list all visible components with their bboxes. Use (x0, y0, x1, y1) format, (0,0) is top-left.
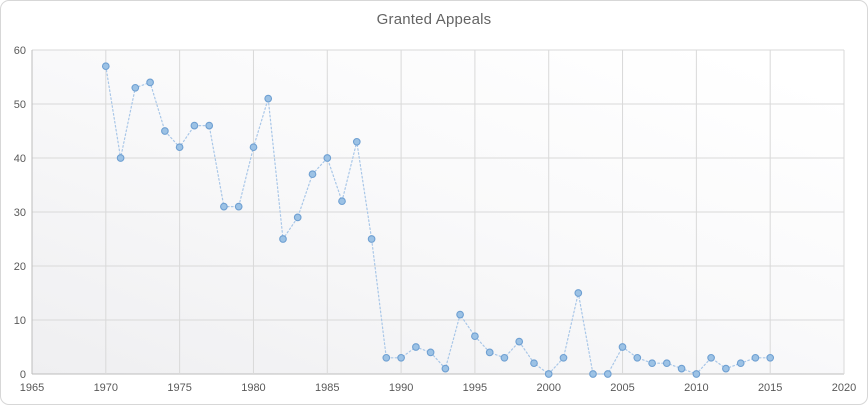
y-tick-label-0: 0 (20, 369, 26, 381)
x-tick-label-2015: 2015 (758, 382, 782, 394)
data-point-1982[interactable]: 1982: 25 (279, 235, 287, 243)
data-point-2004[interactable]: 2004: 0 (603, 370, 612, 378)
x-tick-label-2020: 2020 (832, 382, 856, 394)
data-point-1991[interactable]: 1991: 5 (412, 343, 420, 351)
data-point-1979[interactable]: 1979: 31 (234, 202, 243, 211)
y-tick-label-40: 40 (14, 153, 26, 165)
data-point-1973[interactable]: 1973: 54 (146, 78, 154, 87)
data-point-1996[interactable]: 1996: 4 (485, 348, 494, 357)
data-point-1998[interactable]: 1998: 6 (515, 337, 524, 346)
data-point-1977[interactable]: 1977: 46 (205, 121, 214, 130)
data-point-1983[interactable]: 1983: 29 (293, 213, 302, 222)
data-point-2011[interactable]: 2011: 3 (707, 353, 715, 362)
data-point-1994[interactable]: 1994: 11 (456, 310, 464, 319)
data-point-1971[interactable]: 1971: 40 (116, 154, 125, 162)
data-point-1975[interactable]: 1975: 42 (175, 143, 184, 152)
chart-title: Granted Appeals (376, 11, 492, 28)
data-point-2003[interactable]: 2003: 0 (589, 370, 597, 378)
x-tick-label-1970: 1970 (94, 382, 118, 394)
data-point-1978[interactable]: 1978: 31 (220, 202, 228, 211)
x-tick-label-1985: 1985 (315, 382, 339, 394)
data-point-1992[interactable]: 1992: 4 (426, 348, 435, 357)
data-point-1976[interactable]: 1976: 46 (190, 121, 199, 130)
data-point-2015[interactable]: 2015: 3 (766, 353, 775, 362)
data-point-1993[interactable]: 1993: 1 (441, 364, 450, 373)
data-point-2002[interactable]: 2002: 15 (574, 289, 583, 297)
data-point-1985[interactable]: 1985: 40 (323, 154, 332, 162)
x-tick-label-2010: 2010 (684, 382, 708, 394)
data-series-line (105, 65, 771, 375)
y-tick-label-60: 60 (14, 45, 26, 57)
data-point-2013[interactable]: 2013: 2 (736, 359, 745, 368)
data-point-1980[interactable]: 1980: 42 (249, 143, 258, 152)
data-point-1989[interactable]: 1989: 3 (382, 353, 391, 362)
data-point-1999[interactable]: 1999: 2 (530, 359, 538, 368)
data-point-1981[interactable]: 1981: 51 (264, 94, 273, 103)
y-tick-label-10: 10 (14, 315, 26, 327)
x-tick-label-1995: 1995 (463, 382, 487, 394)
data-point-2014[interactable]: 2014: 3 (751, 353, 760, 362)
data-point-1988[interactable]: 1988: 25 (367, 235, 376, 243)
x-tick-label-1975: 1975 (167, 382, 191, 394)
data-point-1974[interactable]: 1974: 45 (161, 127, 169, 135)
data-point-1970[interactable]: 1970: 57 (101, 62, 110, 71)
data-point-1995[interactable]: 1995: 7 (471, 332, 479, 341)
data-point-1990[interactable]: 1990: 3 (397, 353, 405, 362)
data-point-1984[interactable]: 1984: 37 (308, 170, 317, 179)
data-point-2001[interactable]: 2001: 3 (559, 353, 568, 362)
data-point-1986[interactable]: 1986: 32 (338, 197, 346, 206)
data-point-2005[interactable]: 2005: 5 (618, 343, 627, 351)
y-tick-label-30: 30 (14, 207, 26, 219)
x-tick-label-2000: 2000 (536, 382, 560, 394)
data-point-2010[interactable]: 2010: 0 (692, 370, 701, 378)
x-tick-label-1965: 1965 (20, 382, 44, 394)
data-point-1972[interactable]: 1972: 53 (131, 83, 140, 92)
y-tick-label-50: 50 (14, 99, 26, 111)
data-point-2007[interactable]: 2007: 2 (648, 359, 656, 368)
data-point-2009[interactable]: 2009: 1 (677, 364, 686, 373)
x-tick-label-2005: 2005 (610, 382, 634, 394)
data-point-2008[interactable]: 2008: 2 (662, 359, 671, 368)
x-tick-label-1980: 1980 (241, 382, 265, 394)
data-point-1997[interactable]: 1997: 3 (500, 353, 509, 362)
data-point-2012[interactable]: 2012: 1 (722, 364, 730, 373)
data-point-1987[interactable]: 1987: 43 (352, 137, 361, 146)
x-tick-label-1990: 1990 (389, 382, 413, 394)
y-tick-label-20: 20 (14, 261, 26, 273)
data-point-2000[interactable]: 2000: 0 (544, 370, 553, 378)
data-point-2006[interactable]: 2006: 3 (633, 353, 642, 362)
